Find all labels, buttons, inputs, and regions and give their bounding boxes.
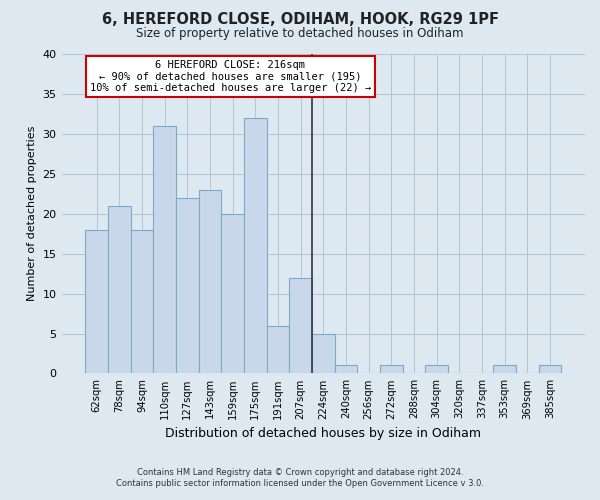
Bar	[176, 198, 199, 374]
Text: 6 HEREFORD CLOSE: 216sqm
← 90% of detached houses are smaller (195)
10% of semi-: 6 HEREFORD CLOSE: 216sqm ← 90% of detach…	[90, 60, 371, 93]
Bar	[493, 366, 516, 374]
Bar	[266, 326, 289, 374]
Bar	[244, 118, 266, 374]
Bar	[335, 366, 357, 374]
Text: Contains HM Land Registry data © Crown copyright and database right 2024.
Contai: Contains HM Land Registry data © Crown c…	[116, 468, 484, 487]
Y-axis label: Number of detached properties: Number of detached properties	[27, 126, 37, 302]
Text: 6, HEREFORD CLOSE, ODIHAM, HOOK, RG29 1PF: 6, HEREFORD CLOSE, ODIHAM, HOOK, RG29 1P…	[101, 12, 499, 28]
Bar	[85, 230, 108, 374]
Bar	[425, 366, 448, 374]
Text: Size of property relative to detached houses in Odiham: Size of property relative to detached ho…	[136, 28, 464, 40]
Bar	[199, 190, 221, 374]
Bar	[108, 206, 131, 374]
Bar	[131, 230, 154, 374]
Bar	[154, 126, 176, 374]
Bar	[380, 366, 403, 374]
Bar	[312, 334, 335, 374]
Bar	[221, 214, 244, 374]
Bar	[289, 278, 312, 374]
Bar	[539, 366, 561, 374]
X-axis label: Distribution of detached houses by size in Odiham: Distribution of detached houses by size …	[165, 427, 481, 440]
